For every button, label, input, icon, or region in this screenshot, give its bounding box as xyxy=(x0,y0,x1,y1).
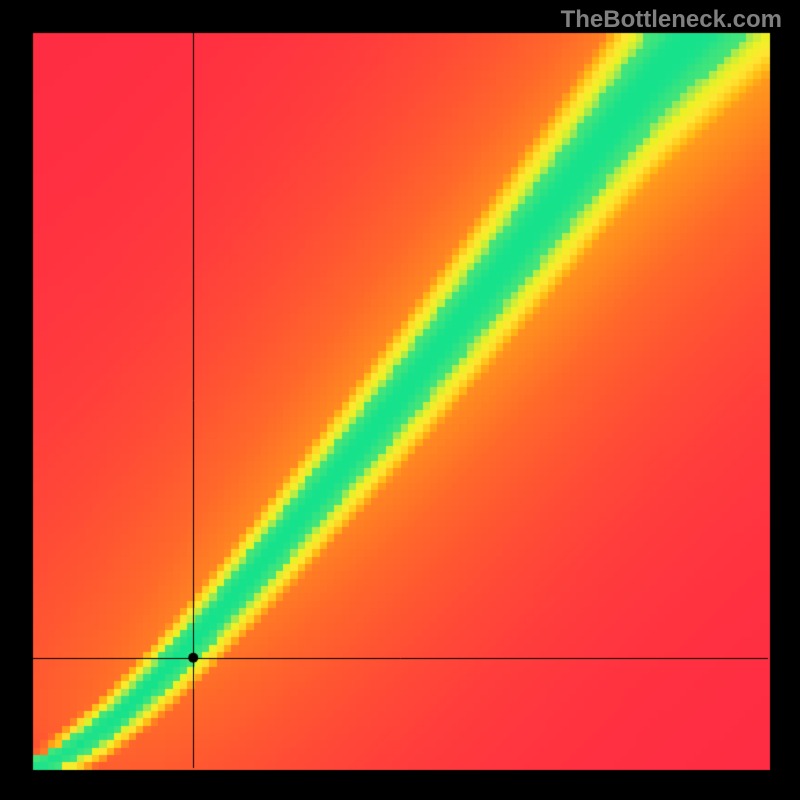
bottleneck-heatmap xyxy=(0,0,800,800)
watermark-text: TheBottleneck.com xyxy=(561,6,782,34)
